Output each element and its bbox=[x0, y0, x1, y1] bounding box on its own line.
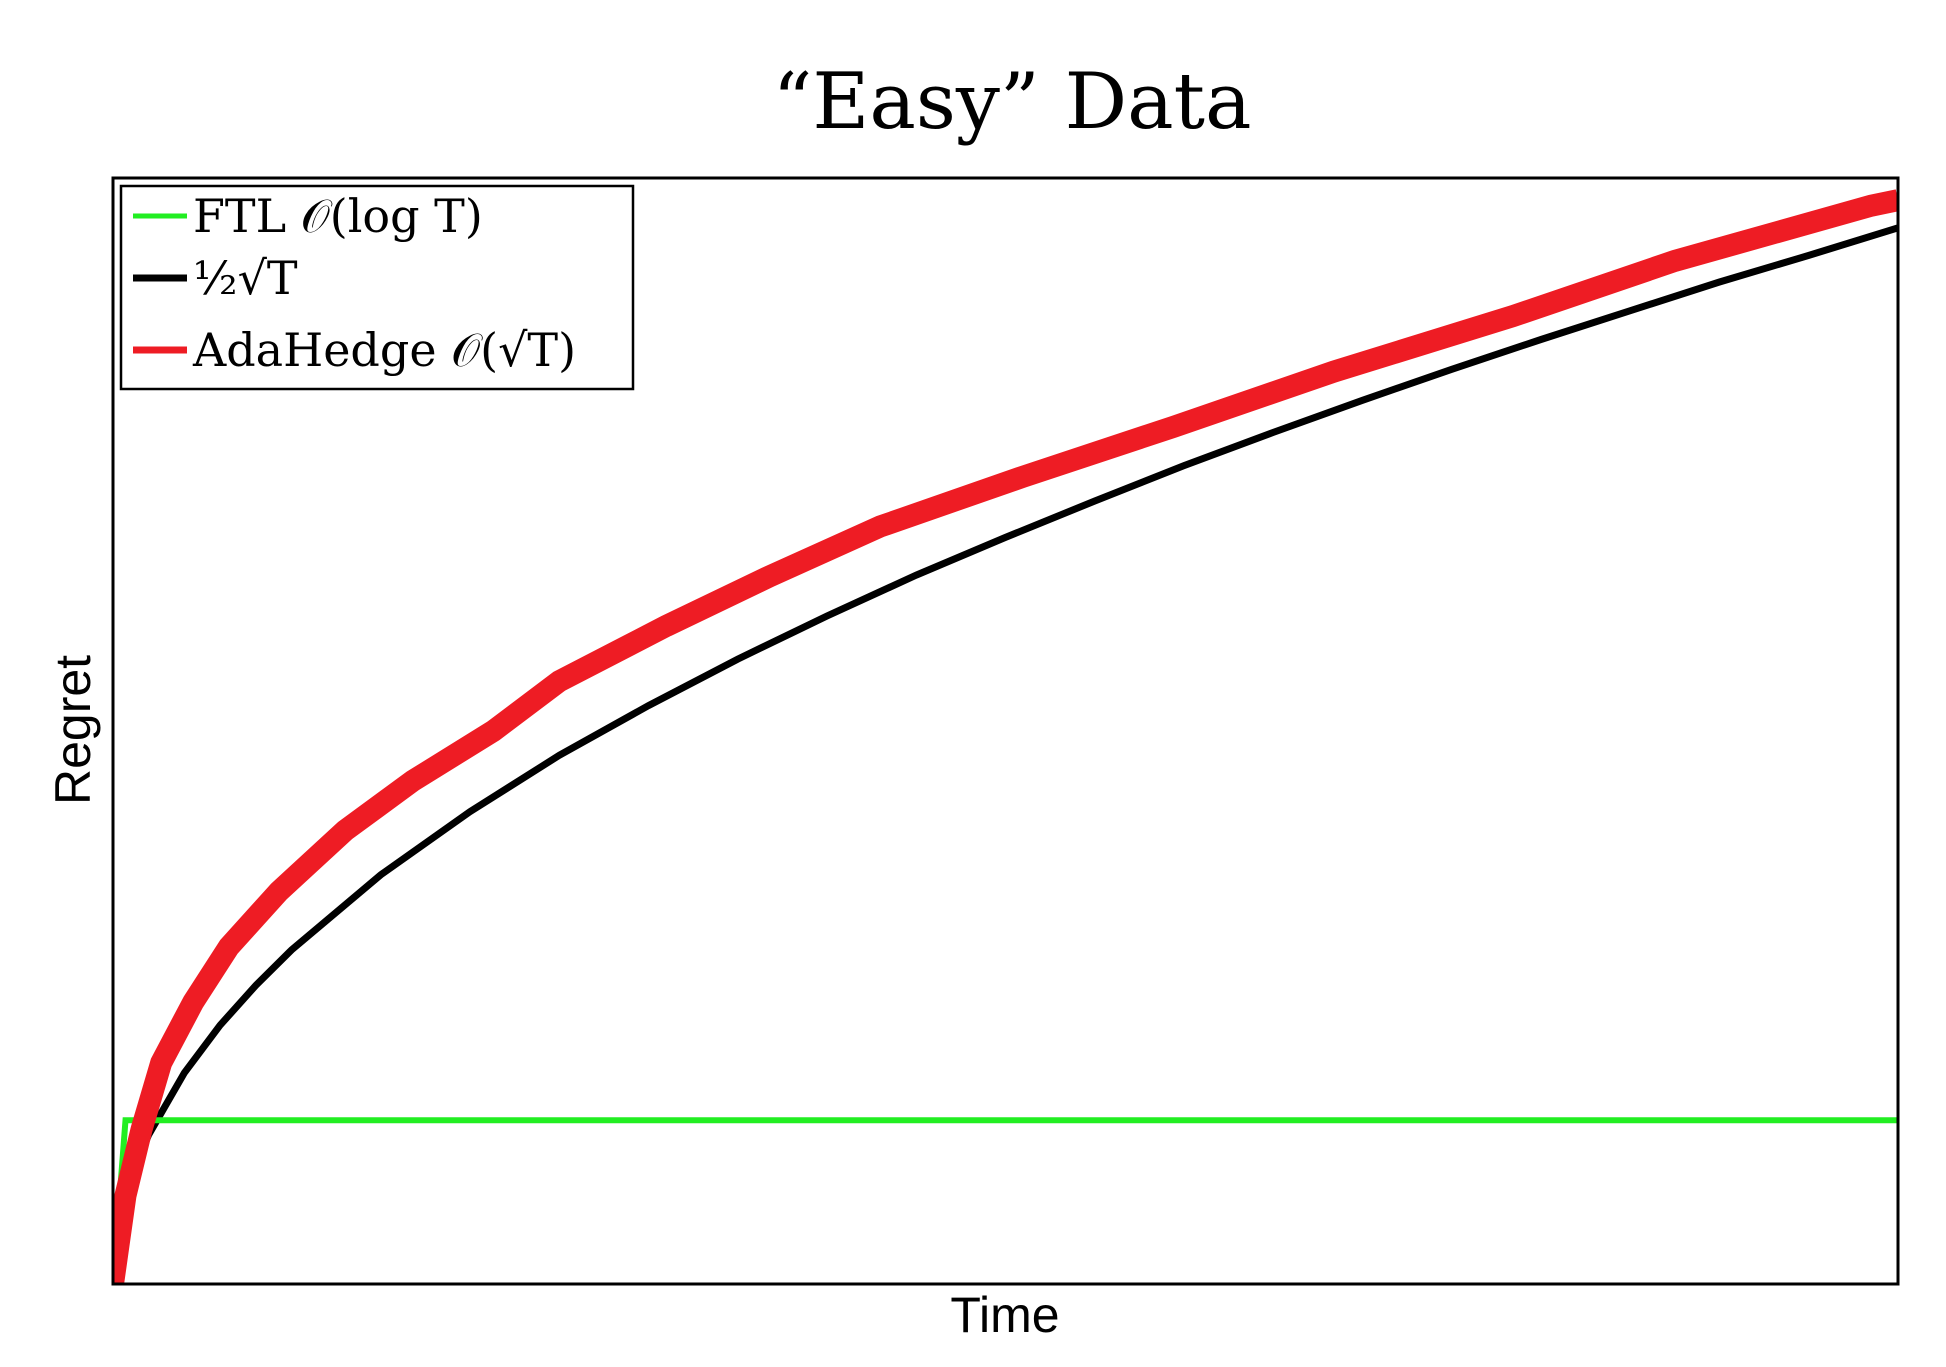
x-axis-label: Time bbox=[950, 1287, 1059, 1343]
series-line-0 bbox=[113, 1117, 1898, 1284]
legend-box bbox=[119, 184, 635, 391]
legend-label-1: ½√T bbox=[193, 251, 298, 305]
chart-title: “Easy” Data bbox=[773, 57, 1252, 147]
legend-label-2: AdaHedge 𝒪(√T) bbox=[192, 323, 576, 377]
legend: FTL 𝒪(log T) ½√T AdaHedge 𝒪(√T) bbox=[119, 184, 635, 391]
plot-area bbox=[113, 189, 1898, 1284]
plot-frame bbox=[111, 176, 1900, 1286]
legend-label-0: FTL 𝒪(log T) bbox=[193, 189, 483, 243]
series-line-2 bbox=[113, 189, 1898, 1284]
y-axis-label: Regret bbox=[45, 655, 101, 805]
